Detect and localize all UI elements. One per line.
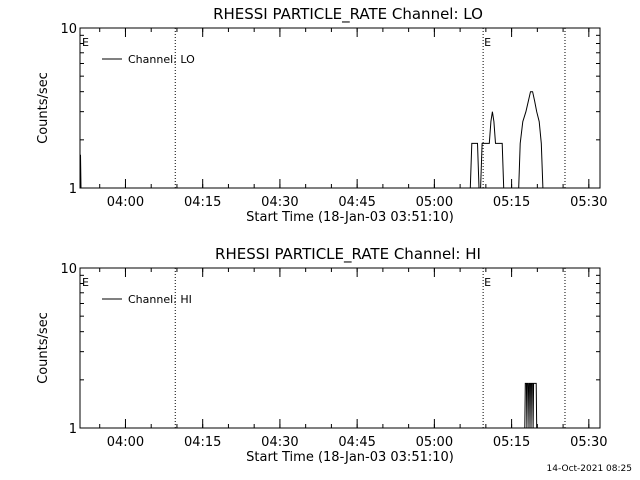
panel-1-event-marker-label: E bbox=[484, 36, 491, 49]
panel-2-x-axis-label: Start Time (18-Jan-03 03:51:10) bbox=[246, 450, 454, 465]
panel-1-x-tick-label: 05:30 bbox=[570, 195, 607, 210]
panel-1-x-tick-label: 04:30 bbox=[261, 195, 298, 210]
panel-1-x-tick-label: 04:00 bbox=[107, 195, 144, 210]
panel-1-legend-label: Channel: LO bbox=[128, 53, 195, 66]
panel-1-series-line-1 bbox=[80, 91, 600, 189]
panel-1-y-tick-label: 10 bbox=[60, 22, 77, 37]
panel-2-y-tick-label: 1 bbox=[69, 422, 77, 437]
panel-2-event-marker-label: E bbox=[484, 276, 491, 289]
panel-2-event-marker-label: E bbox=[82, 276, 89, 289]
panel-2-x-tick-label: 04:45 bbox=[338, 435, 375, 450]
panel-2-y-axis-label: Counts/sec bbox=[36, 312, 51, 384]
panel-2-y-tick-label: 10 bbox=[60, 262, 77, 277]
panel-2-series-line-1 bbox=[80, 382, 600, 429]
panel-2-chart-title: RHESSI PARTICLE_RATE Channel: HI bbox=[215, 245, 481, 264]
panel-2-axes-frame bbox=[79, 267, 601, 429]
panel-2-x-tick-label: 04:00 bbox=[107, 435, 144, 450]
panel-1-x-axis-label: Start Time (18-Jan-03 03:51:10) bbox=[246, 210, 454, 225]
panel-1-chart-title: RHESSI PARTICLE_RATE Channel: LO bbox=[213, 5, 483, 24]
panel-2-legend-label: Channel: HI bbox=[128, 293, 192, 306]
panel-2-x-tick-label: 04:30 bbox=[261, 435, 298, 450]
panel-2-x-tick-label: 05:00 bbox=[416, 435, 453, 450]
panel-1-axes-frame bbox=[79, 27, 601, 189]
panel-1-y-tick-label: 1 bbox=[69, 182, 77, 197]
panel-1-x-tick-label: 05:15 bbox=[493, 195, 530, 210]
panel-2-x-tick-label: 04:15 bbox=[184, 435, 221, 450]
panel-1-event-marker-label: E bbox=[82, 36, 89, 49]
panel-1-y-axis-label: Counts/sec bbox=[36, 72, 51, 144]
panel-2-x-tick-label: 05:30 bbox=[570, 435, 607, 450]
footer-timestamp: 14-Oct-2021 08:25 bbox=[546, 464, 632, 474]
panel-1-x-tick-label: 05:00 bbox=[416, 195, 453, 210]
panel-2-x-tick-label: 05:15 bbox=[493, 435, 530, 450]
panel-1-x-tick-label: 04:15 bbox=[184, 195, 221, 210]
panel-1-x-tick-label: 04:45 bbox=[338, 195, 375, 210]
